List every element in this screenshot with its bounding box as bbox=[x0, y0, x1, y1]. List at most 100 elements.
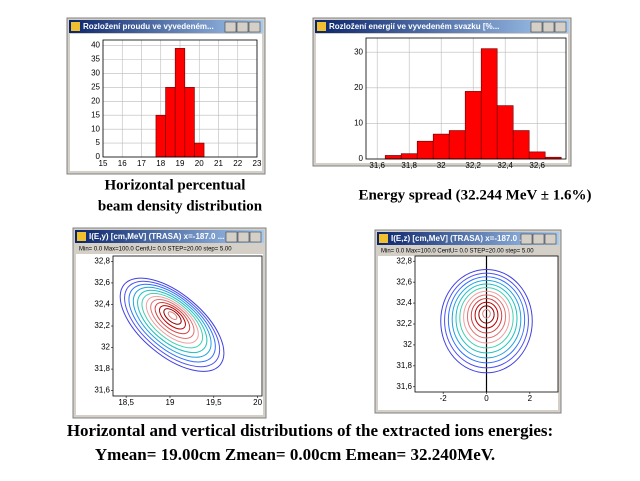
minimize-button bbox=[225, 231, 238, 243]
contour-line bbox=[466, 294, 507, 339]
bar bbox=[194, 142, 205, 158]
y-tick-label: 32,6 bbox=[396, 277, 412, 286]
contour-line bbox=[455, 283, 518, 354]
close-button bbox=[544, 233, 557, 245]
x-tick-label: 17 bbox=[137, 159, 146, 168]
x-tick-label: 32,4 bbox=[497, 161, 513, 170]
contour-line bbox=[444, 272, 529, 369]
contour-line bbox=[124, 280, 221, 368]
contour-line bbox=[451, 279, 522, 359]
x-tick-label: 32 bbox=[437, 161, 446, 170]
window-title: Rozložení energií ve vyvedeném svazku [%… bbox=[329, 22, 499, 31]
contour-line bbox=[459, 287, 514, 349]
contour-line bbox=[119, 277, 225, 372]
contour-line bbox=[478, 305, 495, 324]
caption: Horizontal percentual bbox=[105, 177, 246, 193]
minimize-button bbox=[530, 21, 543, 33]
contour-line bbox=[158, 305, 186, 330]
y-tick-label: 5 bbox=[96, 138, 101, 147]
contour-line bbox=[440, 268, 533, 374]
y-tick-label: 40 bbox=[91, 41, 100, 50]
x-tick-label: 19,5 bbox=[206, 398, 222, 407]
x-tick-label: 0 bbox=[484, 394, 489, 403]
y-tick-label: 20 bbox=[91, 96, 100, 105]
x-tick-label: 21 bbox=[214, 159, 223, 168]
contour-line bbox=[128, 283, 216, 363]
window-title: I(E,y) [cm,MeV] (TRASA) x=-187.0 ... bbox=[89, 232, 224, 241]
x-tick-label: 31,8 bbox=[401, 161, 417, 170]
x-tick-label: 16 bbox=[118, 159, 127, 168]
contour-line bbox=[137, 289, 208, 354]
bar bbox=[464, 91, 482, 160]
plot-frame bbox=[365, 37, 567, 160]
minimize-button bbox=[224, 21, 237, 33]
contour-line bbox=[154, 302, 191, 335]
window-icon bbox=[77, 232, 86, 241]
x-tick-label: 18,5 bbox=[118, 398, 134, 407]
minimize-button bbox=[520, 233, 533, 245]
window-icon bbox=[379, 234, 388, 243]
y-tick-label: 0 bbox=[359, 154, 364, 163]
contour-line bbox=[132, 286, 212, 358]
bar bbox=[400, 153, 418, 160]
x-tick-label: 31,6 bbox=[369, 161, 385, 170]
window-title: Rozložení proudu ve vyvedeném... bbox=[83, 22, 214, 31]
maximize-button bbox=[542, 21, 555, 33]
y-tick-label: 25 bbox=[91, 82, 100, 91]
bar bbox=[512, 130, 530, 160]
title-bar bbox=[315, 20, 569, 33]
contour-line bbox=[463, 290, 510, 344]
x-tick-label: 2 bbox=[528, 394, 533, 403]
contour-line bbox=[482, 308, 491, 319]
window-subtitle: Min= 0.0 Max=100.0 CentU= 0.0 STEP=20.00… bbox=[381, 249, 534, 255]
plot: 0 10 20 30 31,6 31,8 32 32,2 32,4 32,6 bbox=[354, 37, 567, 170]
x-tick-label: 20 bbox=[195, 159, 204, 168]
y-tick-label: 0 bbox=[96, 152, 101, 161]
y-tick-label: 32,4 bbox=[94, 300, 110, 309]
plot: 31,6 31,8 32 32,2 32,4 32,6 32,8 -2 0 2 bbox=[396, 255, 559, 403]
x-tick-label: 15 bbox=[99, 159, 108, 168]
x-tick-label: 19 bbox=[166, 398, 175, 407]
contour-line bbox=[141, 292, 204, 349]
y-tick-label: 32 bbox=[403, 340, 412, 349]
maximize-button bbox=[532, 233, 545, 245]
y-tick-label: 30 bbox=[354, 47, 363, 56]
x-tick-label: -2 bbox=[440, 394, 448, 403]
bar bbox=[416, 140, 434, 160]
close-button bbox=[248, 21, 261, 33]
y-tick-label: 31,6 bbox=[94, 386, 110, 395]
y-tick-label: 31,8 bbox=[94, 364, 110, 373]
plot-frame bbox=[414, 255, 559, 393]
y-tick-label: 10 bbox=[354, 119, 363, 128]
title-bar bbox=[69, 20, 263, 33]
plot-panel bbox=[76, 254, 263, 415]
contour-line bbox=[474, 301, 499, 329]
contour-line bbox=[447, 276, 526, 364]
contour-line bbox=[150, 299, 195, 339]
window-icon bbox=[71, 22, 80, 31]
plot-frame bbox=[102, 39, 258, 158]
bar bbox=[384, 155, 402, 160]
y-tick-label: 35 bbox=[91, 55, 100, 64]
x-tick-label: 18 bbox=[156, 159, 165, 168]
caption: Horizontal and vertical distributions of… bbox=[67, 421, 553, 440]
contour-line bbox=[163, 308, 182, 325]
x-tick-label: 32,6 bbox=[529, 161, 545, 170]
bar bbox=[448, 130, 466, 160]
bar bbox=[165, 87, 176, 158]
close-button bbox=[554, 21, 567, 33]
y-tick-label: 20 bbox=[354, 83, 363, 92]
bar bbox=[432, 133, 450, 160]
y-tick-label: 31,8 bbox=[396, 361, 412, 370]
plot: 0 5 10 15 20 25 30 35 40 15 16 17 18 19 20 21 22 23 bbox=[91, 39, 262, 168]
caption: Ymean= 19.00cm Zmean= 0.00cm Emean= 32.2… bbox=[95, 445, 495, 464]
y-tick-label: 31,6 bbox=[396, 382, 412, 391]
contour-line bbox=[145, 295, 199, 344]
bar bbox=[184, 87, 195, 158]
caption: Energy spread (32.244 MeV ± 1.6%) bbox=[358, 187, 591, 203]
plot: 31,6 31,8 32 32,2 32,4 32,6 32,8 18,5 19 19,5 20 bbox=[94, 255, 263, 407]
x-tick-label: 20 bbox=[253, 398, 262, 407]
x-tick-label: 23 bbox=[253, 159, 262, 168]
y-tick-label: 32,4 bbox=[396, 298, 412, 307]
window-title: I(E,z) [cm,MeV] (TRASA) x=-187.0 ... bbox=[391, 234, 526, 243]
